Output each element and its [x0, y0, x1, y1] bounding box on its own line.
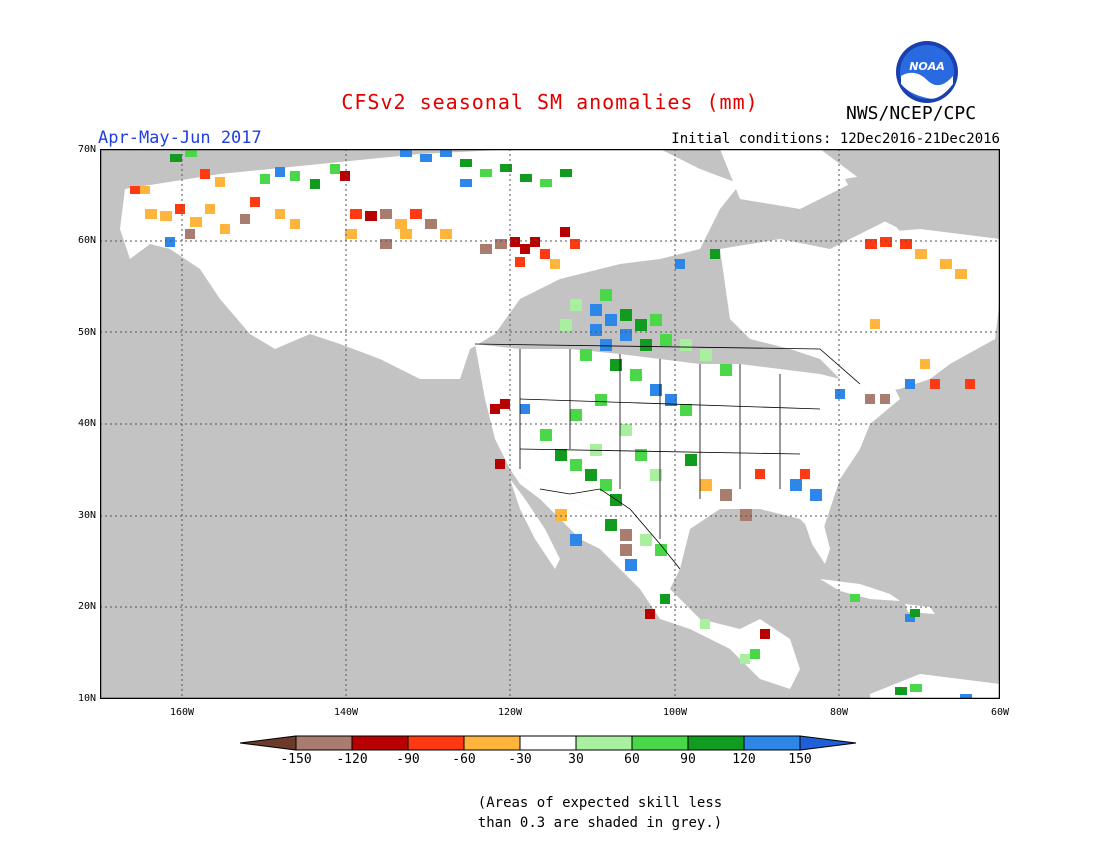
legend-label: -60 [452, 752, 476, 767]
noaa-logo-icon: NOAA [896, 41, 958, 103]
color-legend [240, 735, 857, 751]
lon-label-160w: 160W [169, 707, 195, 718]
legend-swatch [519, 735, 577, 751]
lat-label-20n: 20N [77, 601, 96, 612]
legend-swatch [575, 735, 633, 751]
anomaly-map [100, 149, 1000, 699]
lon-label-100w: 100W [662, 707, 688, 718]
lat-label-70n: 70N [77, 144, 96, 155]
lat-label-40n: 40N [77, 418, 96, 429]
anomaly-cells [130, 149, 975, 699]
forecast-period: Apr-May-Jun 2017 [98, 128, 262, 148]
graticule [100, 149, 1000, 699]
legend-label: 90 [680, 752, 696, 767]
skill-note-line-1: (Areas of expected skill less [477, 795, 723, 811]
legend-swatch [295, 735, 353, 751]
lat-label-30n: 30N [77, 510, 96, 521]
legend-label: 120 [732, 752, 756, 767]
legend-swatch [351, 735, 409, 751]
legend-swatch [463, 735, 521, 751]
legend-label: -90 [396, 752, 420, 767]
agency-label: NWS/NCEP/CPC [846, 103, 977, 124]
legend-label: -120 [336, 752, 368, 767]
boundaries [474, 343, 861, 570]
lon-label-60w: 60W [990, 707, 1010, 718]
lat-label-60n: 60N [77, 235, 96, 246]
legend-label: 30 [568, 752, 584, 767]
legend-label: -150 [280, 752, 312, 767]
lon-label-140w: 140W [333, 707, 359, 718]
lat-label-50n: 50N [77, 327, 96, 338]
legend-swatch [631, 735, 689, 751]
legend-swatch [743, 735, 801, 751]
legend-swatch-high-end [799, 735, 857, 751]
legend-label: 60 [624, 752, 640, 767]
legend-label: 150 [788, 752, 812, 767]
legend-swatch [687, 735, 745, 751]
map-title: CFSv2 seasonal SM anomalies (mm) [341, 90, 759, 114]
svg-text:NOAA: NOAA [909, 60, 945, 73]
lon-label-80w: 80W [829, 707, 849, 718]
lat-label-10n: 10N [77, 693, 96, 704]
skill-note: (Areas of expected skill less than 0.3 a… [0, 793, 1100, 833]
legend-label: -30 [508, 752, 532, 767]
legend-swatch-low-end [240, 735, 297, 751]
lon-label-120w: 120W [497, 707, 523, 718]
skill-note-line-2: than 0.3 are shaded in grey.) [477, 815, 723, 831]
legend-swatch [407, 735, 465, 751]
map-frame [100, 149, 1000, 699]
initial-conditions: Initial conditions: 12Dec2016-21Dec2016 [671, 131, 1000, 147]
